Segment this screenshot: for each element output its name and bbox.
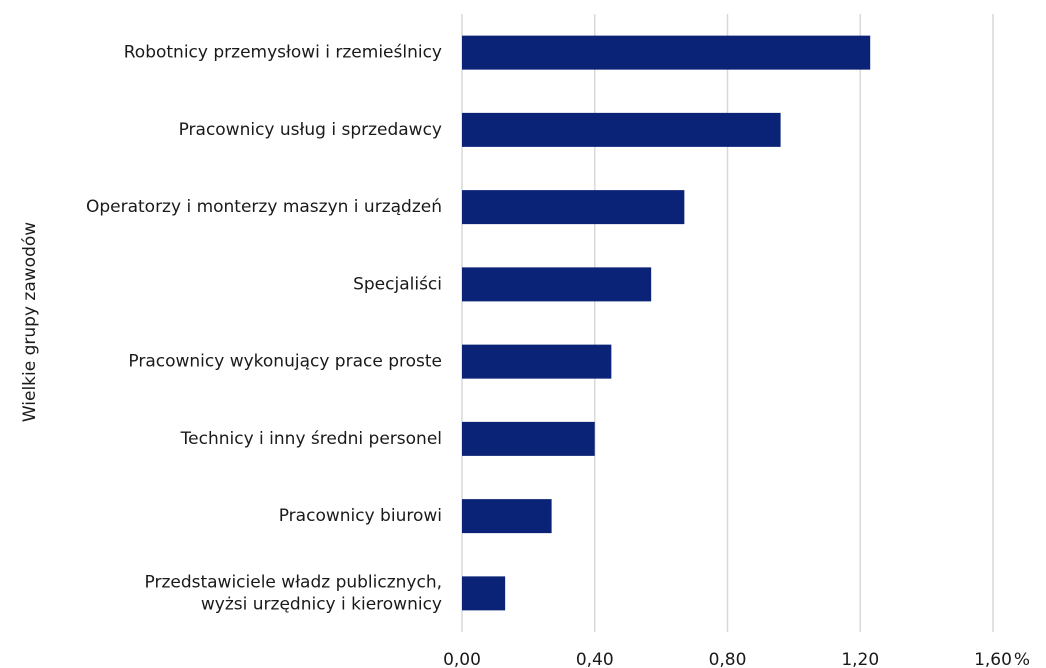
bar (462, 190, 685, 225)
y-tick-label: Pracownicy wykonujący prace proste (128, 352, 442, 372)
bar (462, 112, 781, 147)
y-tick-label: Technicy i inny średni personel (180, 429, 442, 449)
x-tick-label: 0,00 (443, 650, 481, 668)
y-tick-label: Pracownicy biurowi (279, 506, 442, 526)
x-axis-unit: % (1014, 650, 1030, 668)
y-tick-label: Specjaliści (353, 274, 442, 294)
bar (462, 35, 871, 70)
x-tick-label: 0,40 (576, 650, 614, 668)
x-tick-label: 1,60 (974, 650, 1012, 668)
bar (462, 499, 552, 534)
x-tick-label: 1,20 (841, 650, 879, 668)
y-tick-label: Pracownicy usług i sprzedawcy (179, 120, 442, 140)
y-tick-label: Operatorzy i monterzy maszyn i urządzeń (86, 197, 442, 217)
y-axis-label: Wielkie grupy zawodów (20, 222, 40, 422)
bar (462, 576, 506, 611)
bar (462, 344, 612, 379)
bar (462, 421, 595, 456)
y-tick-label: Przedstawiciele władz publicznych, wyżsi … (145, 572, 443, 614)
x-tick-label: 0,80 (709, 650, 747, 668)
bar (462, 267, 652, 302)
y-tick-label: Robotnicy przemysłowi i rzemieślnicy (124, 43, 442, 63)
